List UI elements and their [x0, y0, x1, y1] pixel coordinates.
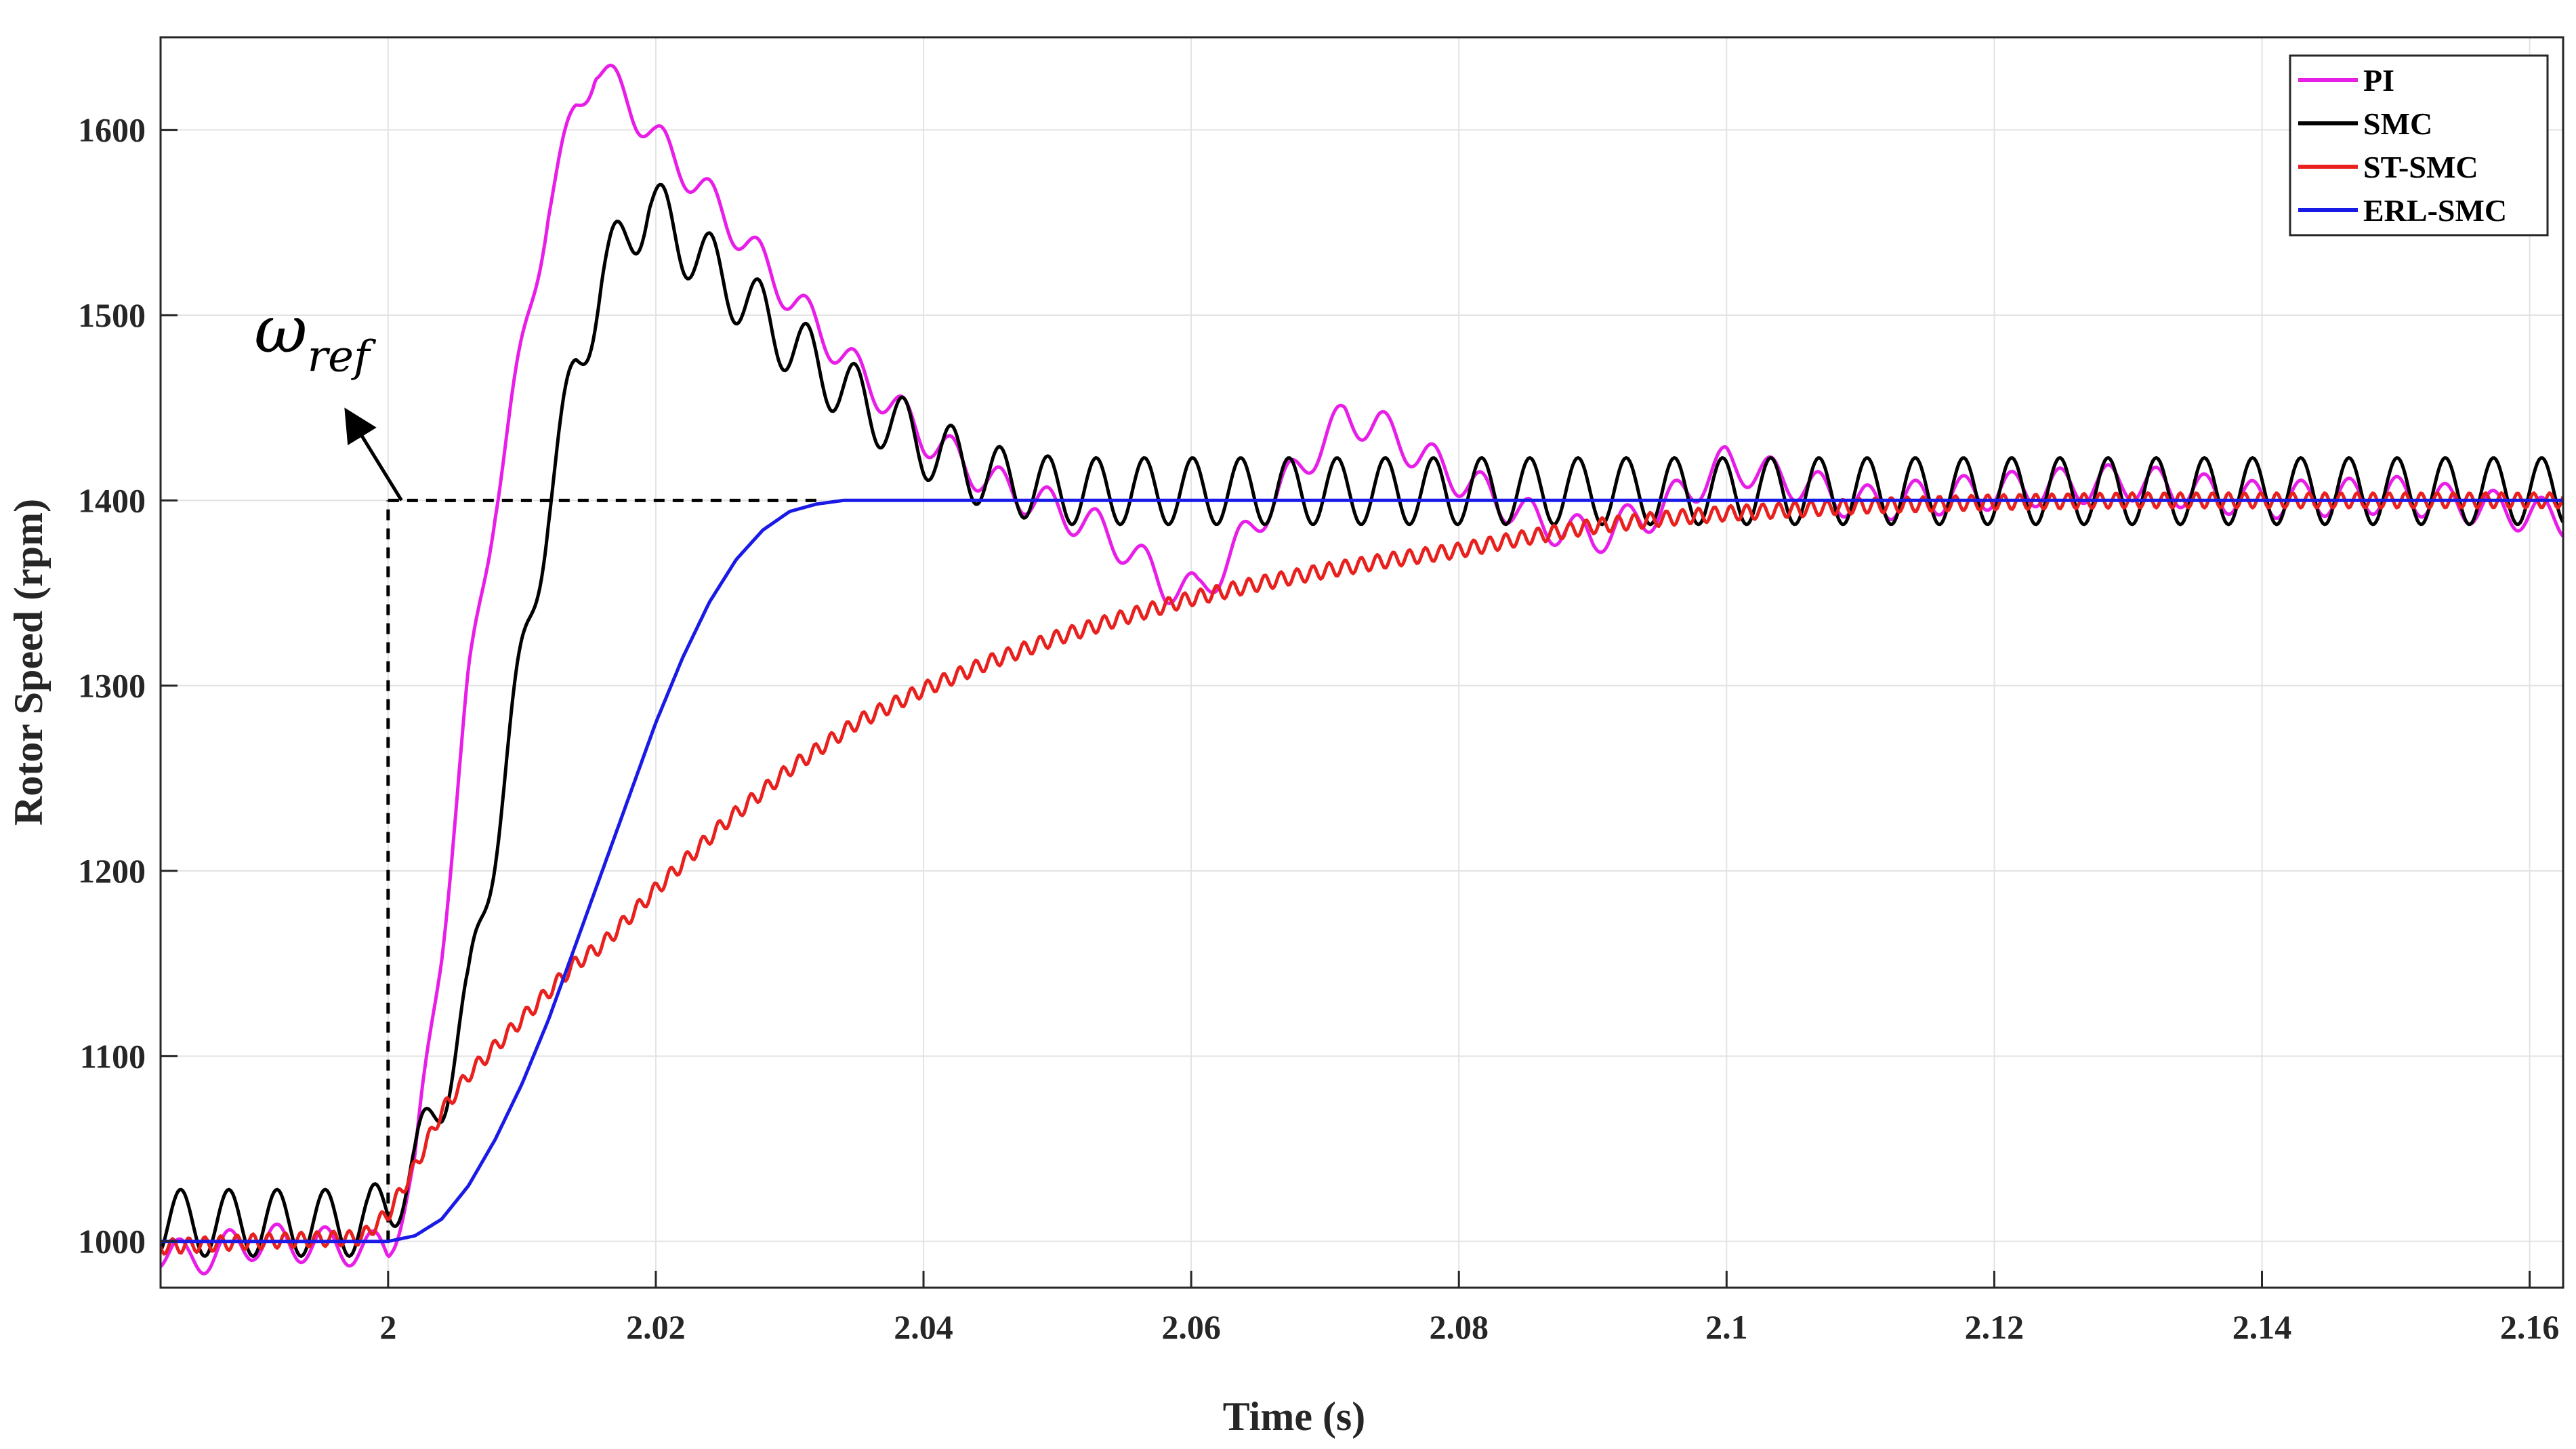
y-axis-title: Rotor Speed (rpm) [6, 499, 51, 825]
y-tick-label: 1300 [78, 667, 146, 705]
legend-label-smc: SMC [2363, 106, 2432, 141]
series-line-st-smc [161, 491, 2563, 1256]
y-tick-label: 1500 [78, 296, 146, 334]
reference-label-subscript: ref [308, 332, 377, 382]
y-tick-label: 1400 [78, 481, 146, 519]
plot-frame [159, 36, 2564, 1289]
x-tick-label: 2.12 [1965, 1308, 2024, 1346]
x-tick-label: 2.02 [626, 1308, 686, 1346]
series-line-erl-smc [161, 498, 2563, 1244]
legend-label-erl-smc: ERL-SMC [2363, 193, 2507, 228]
x-tick-label: 2 [379, 1308, 396, 1346]
legend-entries: PI SMC ST-SMC ERL-SMC [2298, 63, 2507, 228]
x-tick-label: 2.1 [1705, 1308, 1748, 1346]
x-tick-label: 2.08 [1429, 1308, 1489, 1346]
x-axis-title: Time (s) [1223, 1394, 1366, 1439]
legend-label-st-smc: ST-SMC [2363, 150, 2478, 184]
series-line-smc [161, 182, 2563, 1258]
reference-arrow [344, 407, 403, 502]
reference-step [386, 498, 816, 1242]
legend-label-pi: PI [2363, 63, 2394, 98]
y-tick-label: 1600 [78, 111, 146, 149]
legend: PI SMC ST-SMC ERL-SMC [2289, 54, 2549, 237]
series-lines [161, 63, 2563, 1275]
legend-box [2289, 54, 2549, 237]
x-tick-label: 2.16 [2500, 1308, 2560, 1346]
x-tick-label: 2.14 [2232, 1308, 2292, 1346]
reference-label-base: ω [254, 292, 307, 368]
plot-area [161, 37, 2563, 1288]
x-tick-label: 2.06 [1161, 1308, 1221, 1346]
y-tick-label: 1200 [78, 852, 146, 890]
reference-annotation: ωref [254, 292, 403, 502]
x-tick-label: 2.04 [894, 1308, 953, 1346]
reference-label: ωref [254, 292, 377, 382]
y-tick-label: 1000 [78, 1223, 146, 1261]
y-tick-label: 1100 [80, 1037, 146, 1075]
axis-ticks: 2 2.02 2.04 2.06 2.08 2.1 2.12 2.14 2.16 1000 1100… [78, 111, 2559, 1346]
